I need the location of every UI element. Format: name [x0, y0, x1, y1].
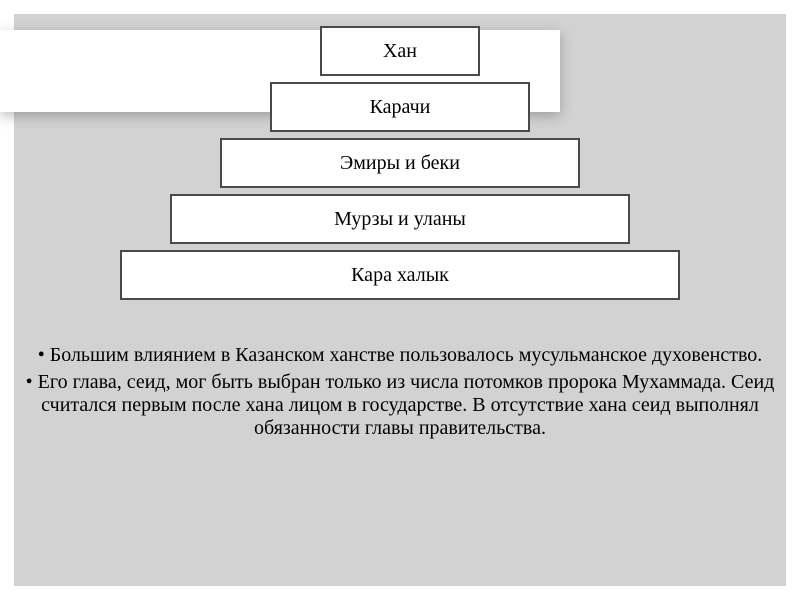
tier-2-label: Карачи: [370, 96, 431, 119]
slide-background: Хан Карачи Эмиры и беки Мурзы и уланы Ка…: [14, 14, 786, 586]
tier-2: Карачи: [270, 82, 530, 132]
caption-paragraph-1: Большим влиянием в Казанском ханстве пол…: [22, 344, 778, 367]
tier-3-label: Эмиры и беки: [340, 152, 460, 175]
tier-1: Хан: [320, 26, 480, 76]
tier-5: Кара халык: [120, 250, 680, 300]
tier-1-label: Хан: [383, 40, 417, 63]
tier-3: Эмиры и беки: [220, 138, 580, 188]
caption-block: Большим влиянием в Казанском ханстве пол…: [14, 344, 786, 444]
caption-paragraph-2: Его глава, сеид, мог быть выбран только …: [22, 371, 778, 440]
tier-4-label: Мурзы и уланы: [334, 208, 466, 231]
tier-4: Мурзы и уланы: [170, 194, 630, 244]
tier-5-label: Кара халык: [351, 264, 449, 287]
